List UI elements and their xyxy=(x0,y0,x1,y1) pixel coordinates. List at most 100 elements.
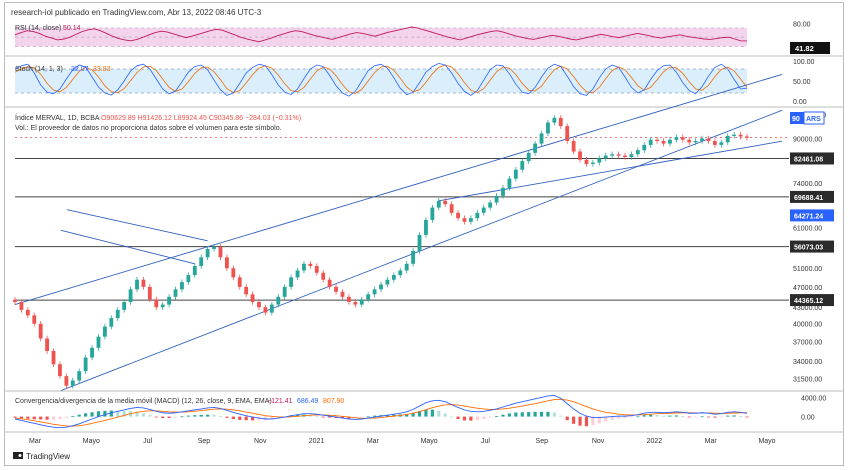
candle-body xyxy=(635,150,640,155)
candle-body xyxy=(25,309,30,316)
time-axis-label: Jul xyxy=(143,438,152,445)
candle-body xyxy=(404,263,409,271)
candle-body xyxy=(327,279,332,287)
candle-body xyxy=(745,136,749,138)
mid-trend-line[interactable] xyxy=(438,140,783,202)
macd-histogram-bar xyxy=(244,416,248,421)
macd-histogram-bar xyxy=(77,414,81,417)
stoch-tick-label: 50.00 xyxy=(793,79,811,86)
candle-body xyxy=(224,257,229,269)
macd-histogram-bar xyxy=(90,412,94,417)
candle-body xyxy=(706,138,711,142)
macd-histogram-bar xyxy=(604,416,608,422)
macd-histogram-bar xyxy=(738,416,743,417)
macd-histogram-bar xyxy=(546,411,550,417)
stoch-legend-label: Stoch (14, 1, 3) xyxy=(15,66,63,73)
upper-trend-line[interactable] xyxy=(14,73,783,306)
candle-body xyxy=(411,250,416,264)
candle-body xyxy=(173,289,178,297)
macd-histogram-bar xyxy=(732,415,736,417)
candle-body xyxy=(513,169,518,179)
macd-histogram-bar xyxy=(584,416,589,427)
candle-body xyxy=(558,117,563,127)
rsi-last-tag-label: 41.82 xyxy=(795,44,814,53)
macd-histogram-bar xyxy=(270,416,274,420)
macd-histogram-bar xyxy=(482,416,486,419)
time-axis-label: Mayo xyxy=(758,438,775,445)
candle-body xyxy=(571,141,576,152)
candle-body xyxy=(321,272,326,280)
macd-histogram-bar xyxy=(263,416,268,420)
macd-histogram-bar xyxy=(501,414,505,417)
macd-histogram-bar xyxy=(19,416,24,419)
tradingview-logo[interactable]: TradingView xyxy=(13,452,70,461)
candle-body xyxy=(738,134,743,137)
macd-histogram-bar xyxy=(610,416,614,420)
price-level-tag xyxy=(790,190,834,203)
macd-tick-label: 0.00 xyxy=(801,415,815,422)
stoch-legend-k: 32.07 xyxy=(71,66,89,73)
candle-body xyxy=(687,139,692,143)
macd-histogram-bar xyxy=(430,409,434,417)
price-tick-label: 47000.00 xyxy=(793,285,822,292)
time-axis-label: Mayo xyxy=(421,438,438,445)
candle-body xyxy=(160,304,165,308)
candle-body xyxy=(276,296,281,305)
macd-histogram-bar xyxy=(167,416,171,419)
macd-histogram-bar xyxy=(726,415,730,417)
time-axis-label: Mar xyxy=(705,438,718,445)
macd-histogram-bar xyxy=(527,412,531,417)
candle-body xyxy=(584,159,589,164)
macd-histogram-bar xyxy=(668,415,672,417)
candle-body xyxy=(167,296,172,305)
macd-histogram-bar xyxy=(642,415,646,417)
price-tick-label: 90000.00 xyxy=(793,136,822,143)
currency-tag-label: ARS xyxy=(806,116,821,123)
macd-histogram-bar xyxy=(295,414,300,417)
macd-histogram-bar xyxy=(199,414,203,417)
macd-histogram-bar xyxy=(64,416,68,418)
macd-histogram-bar xyxy=(437,410,441,417)
channel-top-line[interactable] xyxy=(66,209,208,242)
candle-body xyxy=(13,299,17,302)
candle-body xyxy=(623,155,627,157)
macd-histogram-bar xyxy=(347,416,351,419)
candle-body xyxy=(372,289,377,295)
macd-histogram-bar xyxy=(462,416,467,421)
price-tick-label: 40000.00 xyxy=(793,322,822,329)
candle-body xyxy=(668,139,672,144)
tradingview-brand: TradingView xyxy=(26,452,70,461)
macd-histogram-bar xyxy=(443,413,447,417)
price-legend-label: Índice MERVAL, 1D, BCBA xyxy=(15,113,100,122)
macd-histogram-bar xyxy=(623,416,627,419)
candle-body xyxy=(90,347,94,358)
macd-histogram-bar xyxy=(193,415,197,417)
macd-histogram-bar xyxy=(385,414,390,417)
macd-histogram-bar xyxy=(212,414,216,417)
macd-histogram-bar xyxy=(655,415,659,417)
candle-body xyxy=(725,135,730,143)
price-level-tag xyxy=(790,240,834,253)
channel-bottom-line[interactable] xyxy=(60,229,195,265)
stoch-legend-d: 33.83 xyxy=(93,66,111,73)
macd-histogram-bar xyxy=(661,415,666,417)
macd-histogram-bar xyxy=(417,411,422,417)
macd-histogram-bar xyxy=(39,416,43,420)
macd-histogram-bar xyxy=(135,411,139,417)
candle-body xyxy=(494,195,499,203)
candle-body xyxy=(610,154,615,156)
tradingview-chart[interactable]: research-iol publicado en TradingView.co… xyxy=(5,3,843,465)
macd-histogram-bar xyxy=(597,416,601,424)
candle-body xyxy=(128,289,133,302)
macd-histogram-bar xyxy=(687,416,691,418)
macd-signal-line xyxy=(14,398,748,427)
macd-histogram-bar xyxy=(469,416,473,421)
candle-body xyxy=(282,286,287,297)
candle-body xyxy=(257,301,261,308)
candle-body xyxy=(391,275,396,280)
candle-body xyxy=(520,161,525,170)
macd-histogram-bar xyxy=(340,416,345,419)
candle-body xyxy=(186,275,191,283)
candle-body xyxy=(430,207,435,220)
stoch-tick-label: 0.00 xyxy=(793,99,807,106)
